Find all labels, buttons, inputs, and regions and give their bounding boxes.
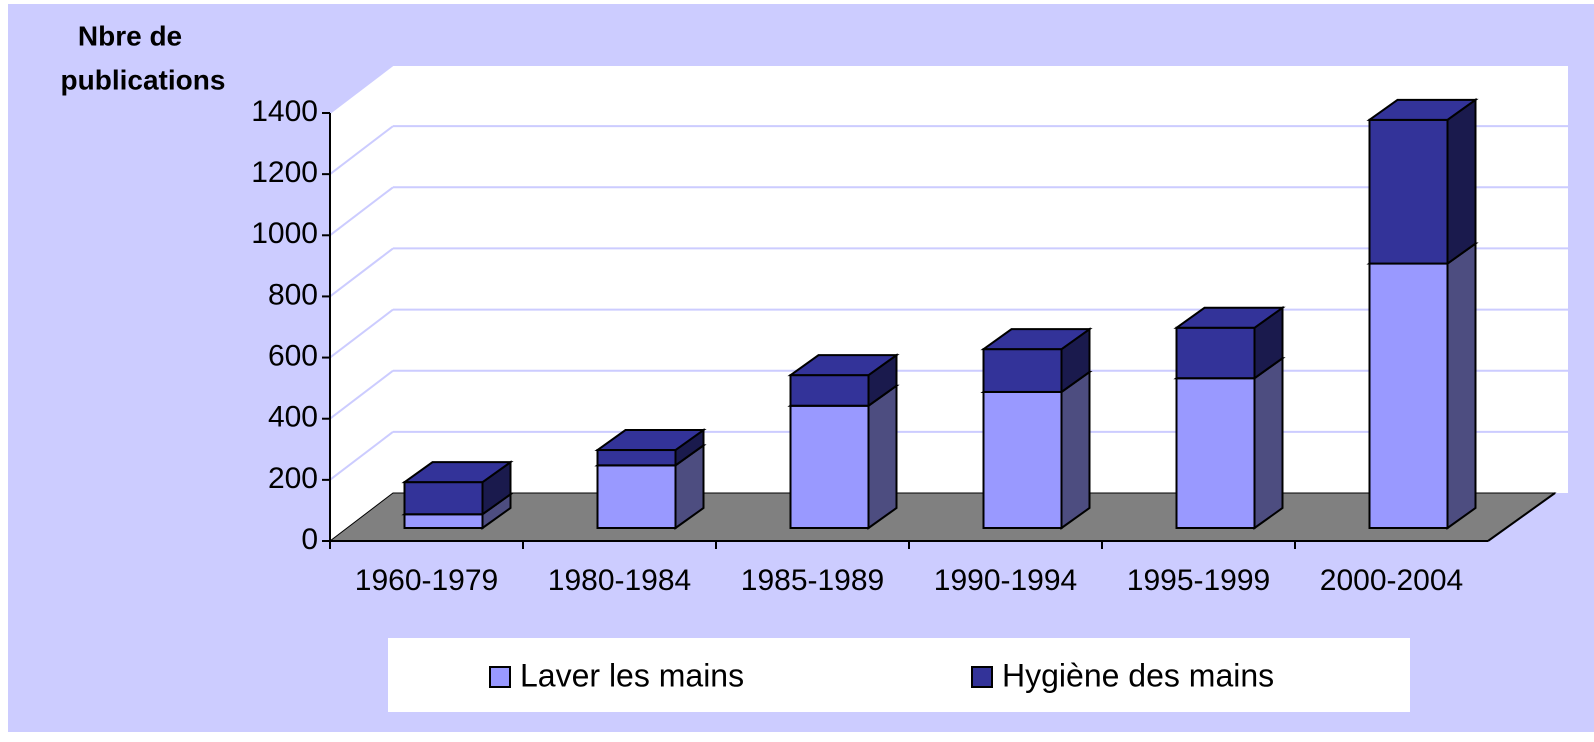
bar-side	[1446, 97, 1477, 266]
y-tick-label: 200	[268, 462, 318, 495]
bar-front	[982, 348, 1063, 393]
bar-side	[1060, 370, 1091, 530]
bar-front	[789, 404, 870, 530]
grid-line	[329, 431, 394, 481]
bar-side	[1253, 356, 1284, 530]
bar-top	[401, 461, 514, 484]
x-tick-label: 1995-1999	[1127, 564, 1270, 597]
x-tick-label: 2000-2004	[1320, 564, 1463, 597]
x-tick-label: 1990-1994	[934, 564, 1077, 597]
bar-front	[982, 390, 1063, 530]
y-tick-label: 0	[301, 523, 318, 556]
bar-front	[1175, 326, 1256, 380]
y-axis-title: Nbre de	[78, 20, 182, 51]
y-axis-title: publications	[61, 64, 226, 95]
bar-front	[789, 374, 870, 407]
bar-top	[594, 429, 707, 452]
y-tick-label: 1400	[251, 95, 318, 128]
grid-line	[329, 308, 394, 359]
side-wall	[330, 65, 393, 541]
bar-front	[1368, 262, 1449, 529]
bar-front	[403, 481, 484, 516]
bar-front	[1175, 377, 1256, 530]
legend-swatch	[971, 666, 993, 688]
bar-front	[403, 513, 484, 530]
bar-side	[867, 383, 898, 530]
legend-swatch	[489, 666, 511, 688]
x-tick-label: 1980-1984	[548, 564, 691, 597]
y-tick-label: 600	[268, 339, 318, 372]
bar-top	[787, 354, 900, 377]
bar-front	[596, 464, 677, 530]
y-tick-label: 1200	[251, 156, 318, 189]
y-tick-label: 1000	[251, 217, 318, 250]
bar-top	[1173, 306, 1286, 329]
legend-label: Hygiène des mains	[1002, 657, 1274, 693]
bar-side	[1446, 241, 1477, 530]
x-tick-label: 1960-1979	[355, 564, 498, 597]
floor-edge	[1487, 492, 1556, 542]
bar-front	[596, 449, 677, 467]
grid-line	[329, 247, 394, 298]
legend-label: Laver les mains	[520, 657, 744, 693]
grid-line	[329, 64, 394, 114]
bar-front	[1368, 118, 1449, 265]
grid-line	[329, 369, 394, 420]
y-tick-label: 400	[268, 401, 318, 434]
y-tick-label: 800	[268, 278, 318, 311]
grid-line	[329, 125, 394, 175]
x-tick-label: 1985-1989	[741, 564, 884, 597]
bar-top	[1366, 98, 1479, 121]
bar-top	[980, 328, 1093, 351]
grid-line	[329, 186, 394, 237]
legend	[388, 638, 1410, 712]
